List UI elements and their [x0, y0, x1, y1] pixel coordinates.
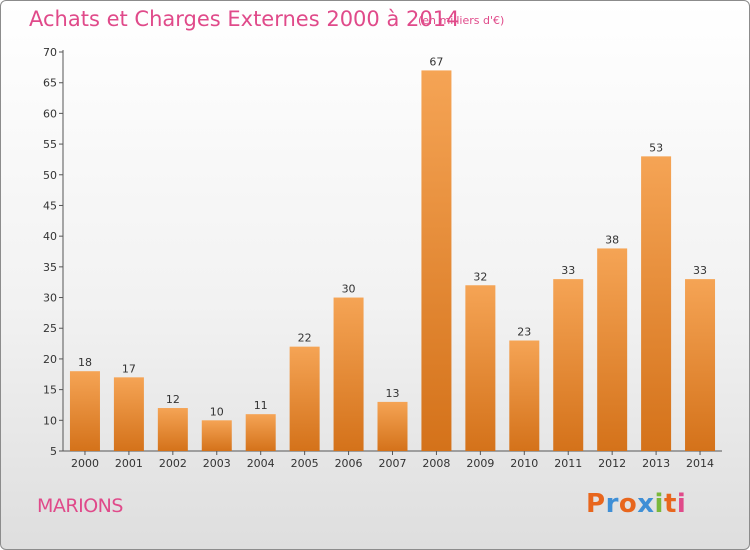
y-tick-label: 55: [43, 138, 57, 151]
logo-letter: i: [654, 489, 664, 519]
data-label-2008: 67: [429, 55, 443, 68]
y-tick-label: 50: [43, 169, 57, 182]
x-tick-label-2011: 2011: [554, 457, 582, 470]
chart-title: Achats et Charges Externes 2000 à 2014: [29, 7, 460, 31]
bar-2014: [685, 279, 716, 451]
data-label-2009: 32: [473, 270, 487, 283]
data-label-2003: 10: [210, 405, 224, 418]
x-tick-label-2007: 2007: [379, 457, 407, 470]
x-tick-label-2004: 2004: [247, 457, 275, 470]
bar-2004: [245, 414, 276, 451]
bar-2000: [69, 371, 100, 451]
proxiti-logo: Proxiti: [586, 489, 686, 519]
bar-2005: [289, 346, 320, 451]
logo-letter: x: [637, 489, 655, 519]
bar-2003: [201, 420, 232, 451]
data-label-2012: 38: [605, 233, 619, 246]
x-tick-label-2000: 2000: [71, 457, 99, 470]
y-tick-label: 70: [43, 46, 57, 59]
x-tick-label-2006: 2006: [335, 457, 363, 470]
logo-letter: r: [605, 489, 619, 519]
x-tick-label-2003: 2003: [203, 457, 231, 470]
y-tick-label: 30: [43, 292, 57, 305]
data-label-2007: 13: [386, 387, 400, 400]
y-tick-label: 25: [43, 322, 57, 335]
data-label-2011: 33: [561, 264, 575, 277]
bar-2002: [157, 408, 188, 451]
bar-2008: [421, 70, 452, 452]
data-label-2014: 33: [693, 264, 707, 277]
bar-2013: [641, 156, 672, 451]
y-tick-label: 15: [43, 384, 57, 397]
y-tick-label: 65: [43, 77, 57, 90]
data-label-2002: 12: [166, 393, 180, 406]
bar-2007: [377, 401, 408, 451]
x-tick-label-2009: 2009: [466, 457, 494, 470]
y-tick-label: 35: [43, 261, 57, 274]
bar-2011: [553, 279, 584, 451]
logo-letter: o: [618, 489, 638, 519]
x-tick-label-2014: 2014: [686, 457, 714, 470]
y-tick-label: 45: [43, 199, 57, 212]
x-tick-label-2008: 2008: [422, 457, 450, 470]
x-tick-label-2002: 2002: [159, 457, 187, 470]
data-label-2010: 23: [517, 326, 531, 339]
x-tick-label-2010: 2010: [510, 457, 538, 470]
x-tick-label-2005: 2005: [291, 457, 319, 470]
bar-2009: [465, 285, 496, 451]
logo-letter: t: [663, 489, 677, 519]
chart-subtitle: (en milliers d'€): [418, 14, 505, 27]
x-tick-label-2012: 2012: [598, 457, 626, 470]
data-label-2004: 11: [254, 399, 268, 412]
y-tick-label: 20: [43, 353, 57, 366]
y-tick-label: 10: [43, 414, 57, 427]
bar-2012: [597, 248, 628, 451]
data-label-2006: 30: [342, 283, 356, 296]
data-label-2005: 22: [298, 332, 312, 345]
commune-name: MARIONS: [37, 495, 123, 517]
bar-2010: [509, 340, 540, 451]
data-label-2000: 18: [78, 356, 92, 369]
x-tick-label-2001: 2001: [115, 457, 143, 470]
data-label-2013: 53: [649, 141, 663, 154]
bar-2006: [333, 297, 364, 451]
data-label-2001: 17: [122, 362, 136, 375]
y-tick-label: 60: [43, 107, 57, 120]
logo-letter: i: [676, 489, 687, 519]
y-tick-label: 5: [50, 445, 57, 458]
logo-letter: P: [586, 489, 606, 519]
x-tick-label-2013: 2013: [642, 457, 670, 470]
bar-2001: [113, 377, 144, 451]
y-tick-label: 40: [43, 230, 57, 243]
